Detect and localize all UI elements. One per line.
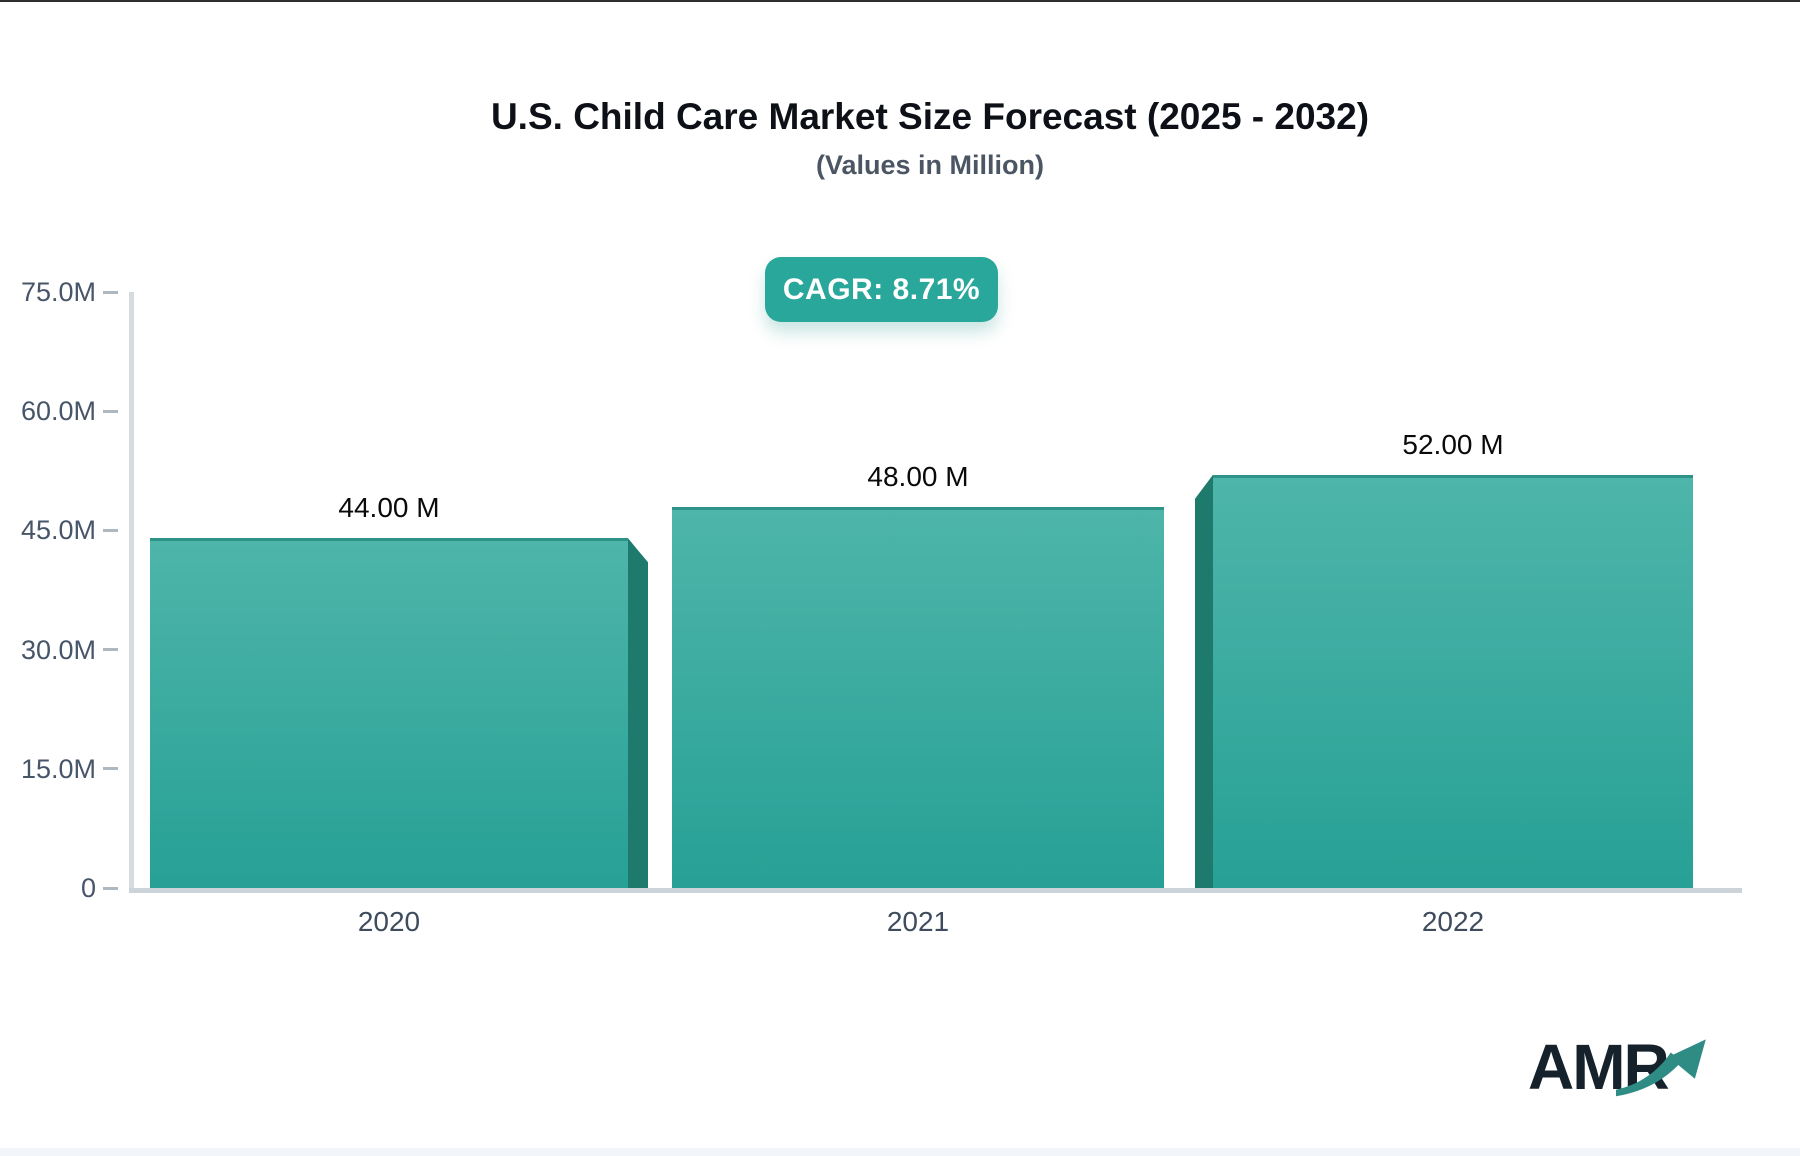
y-tick-mark	[103, 886, 118, 890]
bar-2020[interactable]	[150, 538, 628, 888]
x-tick-label-2020: 2020	[357, 906, 421, 937]
bar-value-label: 52.00 M	[1402, 428, 1504, 460]
y-tick-label: 30.0M	[20, 634, 96, 665]
y-tick-label: 0	[80, 873, 96, 903]
y-tick-mark	[103, 648, 118, 652]
y-tick-mark	[103, 409, 118, 413]
y-tick-mark	[103, 290, 118, 294]
y-tick-label: 60.0M	[20, 396, 96, 427]
bar-value-label: 48.00 M	[867, 460, 969, 492]
bar-value-label: 44.00 M	[338, 492, 440, 524]
y-tick-mark	[103, 767, 118, 771]
growth-arrow-icon	[1616, 1039, 1706, 1097]
y-tick-label: 15.0M	[20, 753, 96, 784]
y-tick-label: 75.0M	[20, 277, 96, 307]
chart-title: U.S. Child Care Market Size Forecast (20…	[490, 96, 1370, 137]
cagr-badge-label: CAGR: 8.71%	[782, 272, 981, 306]
chart-subtitle: (Values in Million)	[815, 150, 1045, 180]
bar-2021[interactable]	[672, 506, 1164, 888]
footer-strip	[0, 1148, 1800, 1156]
bar-3d-edge	[628, 538, 648, 888]
amr-logo: AMR	[1528, 1030, 1728, 1120]
y-tick-mark	[103, 528, 118, 532]
x-axis-line	[129, 888, 1742, 893]
amr-logo-text: AMR	[1528, 1031, 1670, 1103]
bar-2022[interactable]	[1213, 474, 1693, 888]
x-tick-label-2021: 2021	[886, 906, 950, 937]
y-axis-line	[129, 292, 134, 888]
bar-3d-edge	[1195, 474, 1213, 888]
x-tick-label-2022: 2022	[1421, 906, 1485, 937]
cagr-badge: CAGR: 8.71%	[765, 257, 998, 322]
y-tick-label: 45.0M	[20, 515, 96, 546]
